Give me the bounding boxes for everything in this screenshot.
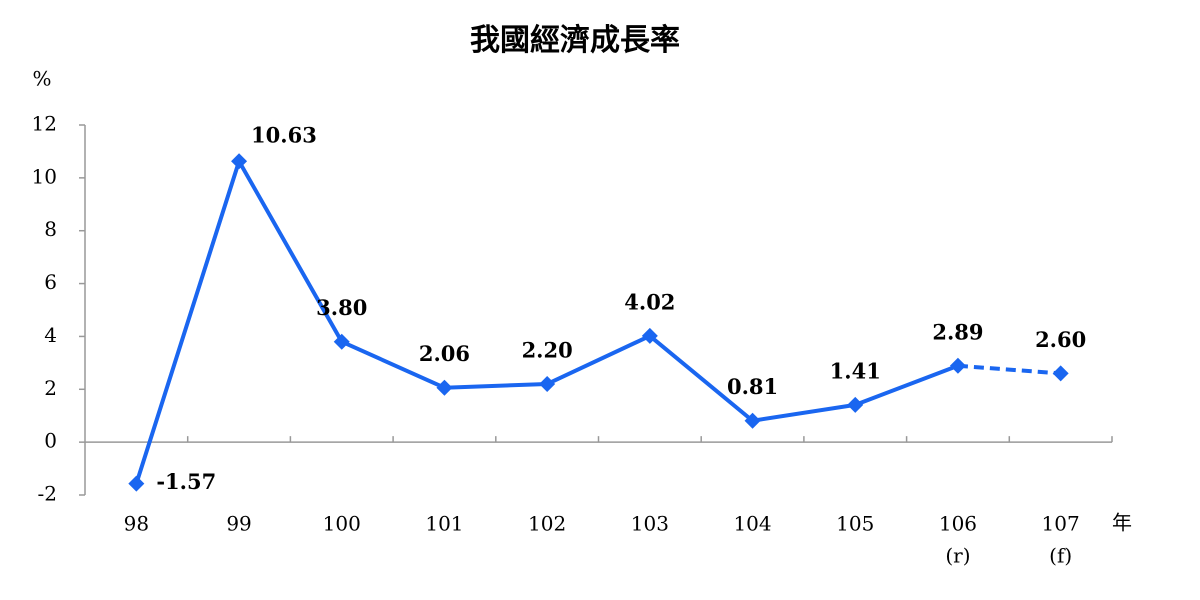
- value-label: 0.81: [727, 374, 778, 399]
- marker: [333, 333, 350, 350]
- y-tick-label: 2: [44, 376, 57, 400]
- x-tick-label: 107: [1042, 512, 1080, 536]
- marker: [641, 327, 658, 344]
- value-label: 2.60: [1035, 327, 1086, 352]
- marker: [436, 379, 453, 396]
- value-label: 2.06: [419, 341, 470, 366]
- y-tick-label: 12: [32, 112, 57, 136]
- x-tick-label: 101: [425, 512, 463, 536]
- x-tick-note: (r): [945, 544, 970, 568]
- y-tick-label: 10: [32, 164, 57, 188]
- x-tick-label: 105: [836, 512, 874, 536]
- y-tick-label: 0: [44, 429, 57, 453]
- marker: [744, 412, 761, 429]
- line-forecast: [957, 363, 1061, 376]
- value-label: 2.20: [522, 338, 573, 363]
- x-tick-label: 99: [226, 512, 251, 536]
- marker: [128, 475, 145, 492]
- marker: [949, 357, 966, 374]
- y-tick-label: 8: [44, 217, 57, 241]
- chart-title: 我國經濟成長率: [470, 23, 680, 58]
- line: [134, 159, 959, 485]
- x-tick-label: 98: [124, 512, 149, 536]
- x-tick-label: 100: [323, 512, 361, 536]
- value-label: -1.57: [156, 469, 216, 494]
- x-tick-label: 102: [528, 512, 566, 536]
- y-axis-label: %: [32, 67, 51, 91]
- value-label: 4.02: [624, 289, 675, 314]
- x-tick-note: (f): [1049, 544, 1072, 568]
- y-tick-label: -2: [38, 482, 57, 506]
- x-axis-label: 年: [1112, 511, 1132, 535]
- y-tick-label: 4: [44, 323, 57, 347]
- value-label: 10.63: [251, 123, 317, 148]
- marker: [539, 376, 556, 392]
- x-tick-label: 104: [733, 512, 771, 536]
- y-tick-label: 6: [44, 270, 57, 294]
- x-tick-label: 106: [939, 512, 977, 536]
- x-tick-label: 103: [631, 512, 669, 536]
- value-label: 2.89: [932, 319, 983, 344]
- value-label: 3.80: [316, 295, 367, 320]
- marker: [847, 396, 864, 413]
- value-label: 1.41: [830, 358, 881, 383]
- marker: [231, 153, 248, 170]
- marker: [1052, 365, 1069, 382]
